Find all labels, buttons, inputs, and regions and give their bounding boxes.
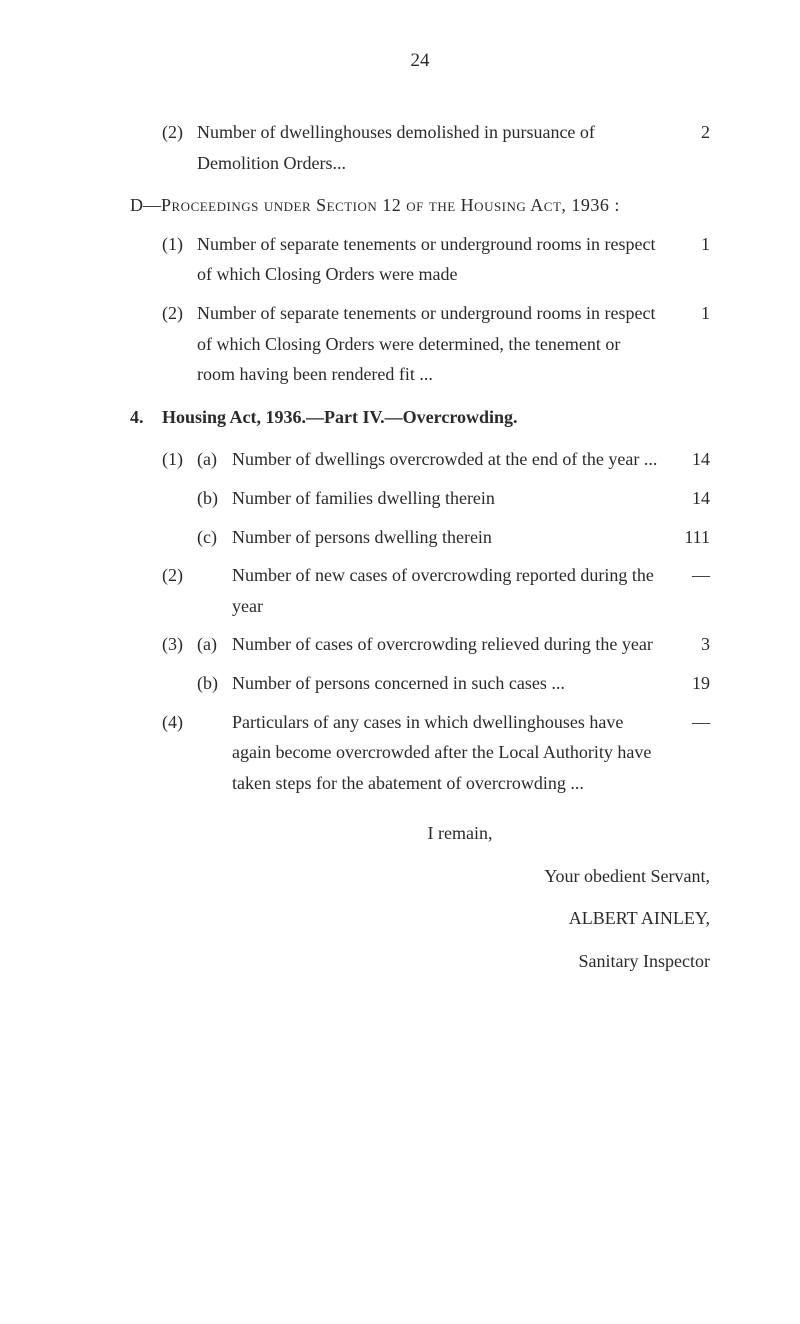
item-num-1: (1) xyxy=(162,444,197,475)
item-value: 1 xyxy=(660,229,710,290)
heading-num: 4. xyxy=(130,402,162,433)
item-num-1: (2) xyxy=(162,560,197,621)
item-num-2: (c) xyxy=(197,522,232,553)
item-value: 14 xyxy=(660,444,710,475)
item-text: Number of cases of overcrowding relieved… xyxy=(232,629,660,660)
item-text: Number of families dwelling therein xyxy=(232,483,660,514)
item-4-2: (2) Number of new cases of overcrowding … xyxy=(130,560,710,621)
item-num-1 xyxy=(162,668,197,699)
item-text: Number of dwellings overcrowded at the e… xyxy=(232,444,660,475)
item-2-top: (2) Number of dwellinghouses demolished … xyxy=(130,117,710,178)
item-d-2: (2) Number of separate tenements or unde… xyxy=(130,298,710,390)
item-num-2: (a) xyxy=(197,444,232,475)
item-num: (2) xyxy=(162,298,197,390)
item-num-1: (4) xyxy=(162,707,197,799)
item-num: (1) xyxy=(162,229,197,290)
section-d-heading: D—Proceedings under Section 12 of the Ho… xyxy=(130,190,710,221)
sig-title: Sanitary Inspector xyxy=(130,946,710,977)
signature-block: I remain, Your obedient Servant, ALBERT … xyxy=(130,818,710,976)
item-text: Number of separate tenements or under­gr… xyxy=(197,229,660,290)
section-d-text: Proceedings under Section 12 of the Hous… xyxy=(161,195,620,215)
item-num-1: (3) xyxy=(162,629,197,660)
item-d-1: (1) Number of separate tenements or unde… xyxy=(130,229,710,290)
sig-name: ALBERT AINLEY, xyxy=(130,903,710,934)
sig-remain: I remain, xyxy=(210,818,710,849)
item-value: — xyxy=(660,560,710,621)
item-num-2 xyxy=(197,707,232,799)
item-text: Number of persons concerned in such case… xyxy=(232,668,660,699)
item-text: Number of separate tenements or under­gr… xyxy=(197,298,660,390)
item-4-1b: (b) Number of families dwelling therein … xyxy=(130,483,710,514)
item-4-3a: (3) (a) Number of cases of overcrowding … xyxy=(130,629,710,660)
item-num-2 xyxy=(197,560,232,621)
item-value: 19 xyxy=(660,668,710,699)
item-value: 111 xyxy=(660,522,710,553)
item-4-3b: (b) Number of persons concerned in such … xyxy=(130,668,710,699)
item-value: 3 xyxy=(660,629,710,660)
item-text: Number of new cases of overcrowding repo… xyxy=(232,560,660,621)
item-value: — xyxy=(660,707,710,799)
item-4-1c: (c) Number of persons dwelling therein 1… xyxy=(130,522,710,553)
section-4-heading: 4. Housing Act, 1936.—Part IV.—Overcrowd… xyxy=(130,402,710,433)
item-value: 14 xyxy=(660,483,710,514)
item-num-2: (b) xyxy=(197,483,232,514)
item-4-1a: (1) (a) Number of dwellings overcrowded … xyxy=(130,444,710,475)
item-value: 2 xyxy=(660,117,710,178)
sig-servant: Your obedient Servant, xyxy=(130,861,710,892)
item-value: 1 xyxy=(660,298,710,390)
item-num-1 xyxy=(162,483,197,514)
item-text: Particulars of any cases in which dwelli… xyxy=(232,707,660,799)
item-num-2: (a) xyxy=(197,629,232,660)
item-num-1 xyxy=(162,522,197,553)
page-number: 24 xyxy=(130,50,710,72)
item-num-2: (b) xyxy=(197,668,232,699)
item-4-4: (4) Particulars of any cases in which dw… xyxy=(130,707,710,799)
heading-text: Housing Act, 1936.—Part IV.—Overcrowding… xyxy=(162,402,518,433)
item-num: (2) xyxy=(162,117,197,178)
item-text: Number of dwellinghouses demolished in p… xyxy=(197,117,660,178)
item-text: Number of persons dwelling therein xyxy=(232,522,660,553)
section-d-prefix: D— xyxy=(130,195,161,215)
document-content: (2) Number of dwellinghouses demolished … xyxy=(130,117,710,977)
